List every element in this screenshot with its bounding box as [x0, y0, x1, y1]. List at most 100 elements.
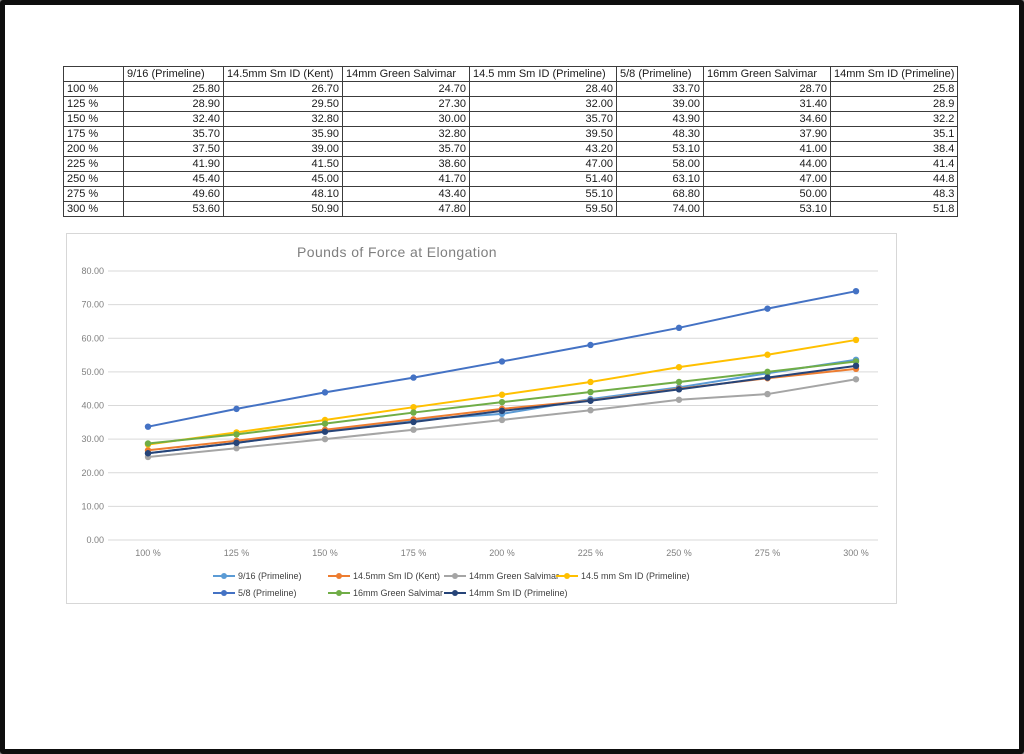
- table-cell: 25.80: [123, 81, 224, 97]
- table-cell: 48.10: [223, 186, 343, 202]
- data-point-marker: [675, 386, 683, 393]
- x-tick-label: 250 %: [666, 548, 692, 558]
- table-cell: 28.40: [469, 81, 617, 97]
- table-cell: 39.00: [616, 96, 704, 112]
- data-point-marker: [498, 407, 506, 415]
- table-cell: 58.00: [616, 156, 704, 172]
- table-cell: 74.00: [616, 201, 704, 217]
- legend-line-marker-icon: [444, 572, 466, 580]
- data-point-marker: [675, 363, 683, 371]
- x-tick-label: 150 %: [312, 548, 338, 558]
- data-point-marker: [233, 405, 240, 413]
- column-header: 9/16 (Primeline): [123, 66, 224, 82]
- table-row: 150 % 32.40 32.80 30.00 35.70 43.90 34.60 32.2: [63, 111, 959, 127]
- legend-line-marker-icon: [213, 589, 235, 597]
- data-point-marker: [321, 435, 329, 443]
- data-point-marker: [498, 416, 506, 424]
- data-point-marker: [321, 420, 329, 427]
- table-cell: 41.50: [223, 156, 343, 172]
- y-tick-label: 30.00: [81, 434, 104, 444]
- table-cell: 59.50: [469, 201, 617, 217]
- column-header: 14mm Green Salvimar: [342, 66, 470, 82]
- table-row: 225 % 41.90 41.50 38.60 47.00 58.00 44.00 41.4: [63, 156, 959, 172]
- data-point-marker: [852, 362, 860, 370]
- table-cell: 63.10: [616, 171, 704, 187]
- row-label: 175 %: [63, 126, 124, 142]
- data-point-marker: [675, 396, 683, 403]
- row-label: 200 %: [63, 141, 124, 157]
- data-point-marker: [233, 439, 240, 447]
- legend-label: 16mm Green Salvimar: [353, 588, 444, 598]
- data-point-marker: [852, 287, 860, 295]
- legend-item: 5/8 (Primeline): [213, 587, 297, 599]
- data-point-marker: [675, 378, 683, 386]
- row-label: 150 %: [63, 111, 124, 127]
- series-14-5-mm-sm-id-primeline-: [144, 336, 860, 448]
- table-cell: 28.90: [123, 96, 224, 112]
- legend-label: 14.5mm Sm ID (Kent): [353, 571, 441, 581]
- table-cell: 32.80: [223, 111, 343, 127]
- table-cell: 27.30: [342, 96, 470, 112]
- table-cell: 37.50: [123, 141, 224, 157]
- data-point-marker: [144, 440, 152, 447]
- table-cell: 30.00: [342, 111, 470, 127]
- data-point-marker: [764, 374, 771, 381]
- x-tick-label: 300 %: [843, 548, 869, 558]
- legend-label: 14.5 mm Sm ID (Primeline): [581, 571, 690, 581]
- corner-cell: [63, 66, 124, 82]
- legend-item: 14.5 mm Sm ID (Primeline): [556, 570, 690, 582]
- data-point-marker: [410, 403, 417, 411]
- data-point-marker: [233, 431, 240, 438]
- table-cell: 32.2: [829, 111, 959, 127]
- y-tick-label: 80.00: [81, 266, 104, 276]
- row-label: 100 %: [63, 81, 124, 97]
- table-cell: 29.50: [223, 96, 343, 112]
- x-tick-label: 200 %: [489, 548, 515, 558]
- table-cell: 48.3: [829, 186, 959, 202]
- table-cell: 34.60: [703, 111, 831, 127]
- legend-item: 14.5mm Sm ID (Kent): [328, 570, 440, 582]
- table-cell: 45.40: [123, 171, 224, 187]
- table-header-row: 9/16 (Primeline) 14.5mm Sm ID (Kent) 14mm …: [63, 66, 959, 82]
- table-row: 200 % 37.50 39.00 35.70 43.20 53.10 41.00 38.4: [63, 141, 959, 157]
- legend-label: 5/8 (Primeline): [238, 588, 297, 598]
- table-cell: 35.70: [123, 126, 224, 142]
- x-tick-label: 125 %: [224, 548, 250, 558]
- x-tick-label: 275 %: [755, 548, 781, 558]
- table-cell: 32.00: [469, 96, 617, 112]
- table-cell: 53.10: [616, 141, 704, 157]
- table-cell: 39.00: [223, 141, 343, 157]
- legend-label: 9/16 (Primeline): [238, 571, 302, 581]
- series-5-8-primeline-: [144, 287, 860, 430]
- table-cell: 50.90: [223, 201, 343, 217]
- elongation-data-table: 9/16 (Primeline) 14.5mm Sm ID (Kent) 14mm …: [63, 66, 959, 217]
- y-axis-tick-labels: 0.00 10.00 20.00 30.00 40.00 50.00 60.00 70.00 8…: [81, 266, 104, 545]
- table-cell: 26.70: [223, 81, 343, 97]
- table-cell: 38.4: [829, 141, 959, 157]
- row-label: 300 %: [63, 201, 124, 217]
- column-header: 5/8 (Primeline): [616, 66, 704, 82]
- table-cell: 47.00: [469, 156, 617, 172]
- row-label: 250 %: [63, 171, 124, 187]
- data-point-marker: [498, 358, 506, 365]
- legend-line-marker-icon: [444, 589, 466, 597]
- table-cell: 28.9: [829, 96, 959, 112]
- legend-label: 14mm Green Salvimar: [469, 571, 560, 581]
- table-cell: 25.8: [829, 81, 959, 97]
- y-tick-label: 60.00: [81, 333, 104, 343]
- y-tick-label: 40.00: [81, 401, 104, 411]
- table-row: 125 % 28.90 29.50 27.30 32.00 39.00 31.40 28.9: [63, 96, 959, 112]
- legend-line-marker-icon: [556, 572, 578, 580]
- series-14mm-sm-id-primeline-: [144, 362, 860, 457]
- legend-item: 16mm Green Salvimar: [328, 587, 443, 599]
- data-point-marker: [852, 336, 860, 344]
- table-cell: 49.60: [123, 186, 224, 202]
- table-cell: 45.00: [223, 171, 343, 187]
- table-cell: 41.90: [123, 156, 224, 172]
- legend-line-marker-icon: [213, 572, 235, 580]
- legend-item: 14mm Sm ID (Primeline): [444, 587, 568, 599]
- table-cell: 51.8: [829, 201, 959, 217]
- series-14mm-green-salvimar: [144, 376, 860, 461]
- data-point-marker: [587, 397, 594, 404]
- column-header: 16mm Green Salvimar: [703, 66, 831, 82]
